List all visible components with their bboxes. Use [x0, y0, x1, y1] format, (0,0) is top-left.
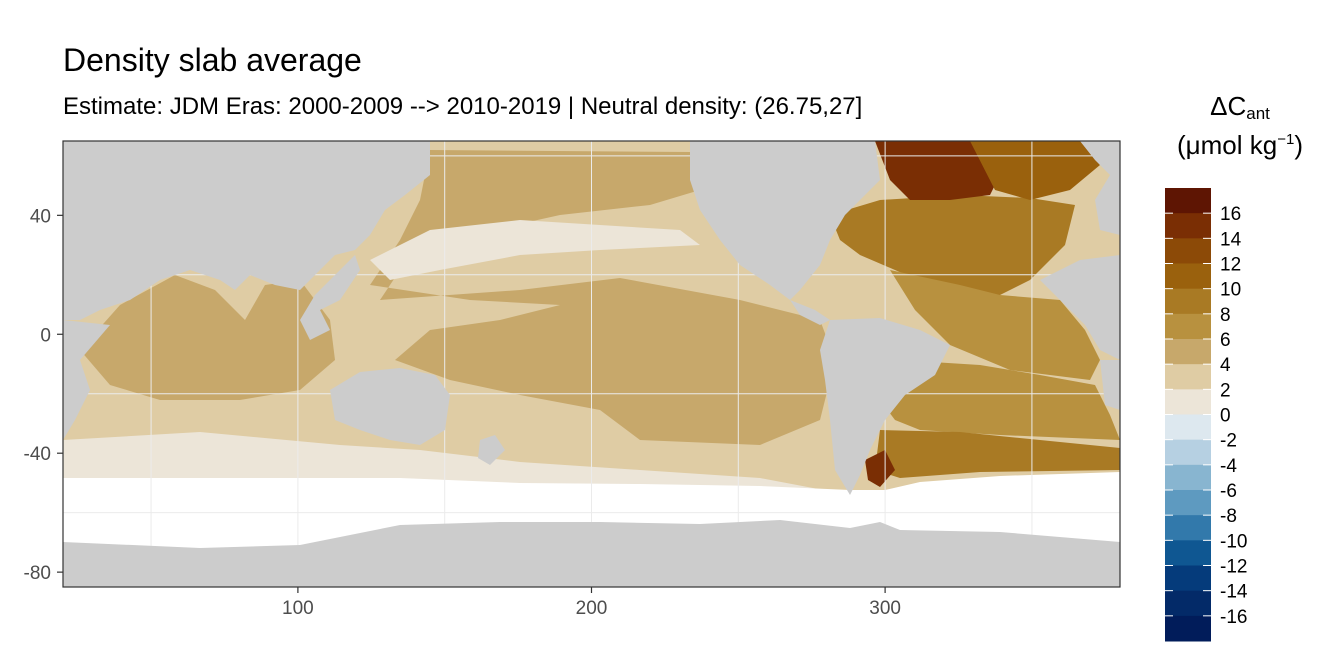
legend-swatch: [1165, 590, 1211, 617]
legend-unit: (μmol kg−1): [1177, 129, 1303, 160]
legend-label: 12: [1220, 255, 1241, 276]
legend-label: 10: [1220, 280, 1241, 301]
legend-title: ΔCant (μmol kg−1): [1150, 88, 1330, 164]
legend-label: 6: [1220, 330, 1231, 351]
chart-subtitle: Estimate: JDM Eras: 2000-2009 --> 2010-2…: [63, 93, 863, 120]
legend-swatch: [1165, 339, 1211, 365]
y-tick-label: -80: [24, 563, 51, 584]
atlantic-south-zone: [880, 360, 1120, 440]
legend-label: -8: [1220, 506, 1237, 527]
legend-swatch: [1165, 263, 1211, 290]
y-tick-label: 40: [30, 206, 51, 227]
land-greenland-europe: [1080, 141, 1120, 235]
land-australia: [330, 368, 450, 445]
legend-label: 8: [1220, 305, 1231, 326]
legend-swatch: [1165, 464, 1211, 491]
legend-swatch: [1165, 565, 1211, 592]
legend-label: 0: [1220, 406, 1231, 427]
land-antarctica: [63, 520, 1120, 587]
legend-swatch: [1165, 439, 1211, 466]
legend-swatch: [1165, 213, 1211, 239]
land-eurasia: [63, 141, 430, 320]
argentine-basin-high: [865, 450, 895, 487]
legend-swatch: [1165, 515, 1211, 541]
x-tick-label: 300: [869, 598, 901, 619]
legend-label: -16: [1220, 607, 1247, 628]
legend-swatch: [1165, 389, 1211, 415]
y-tick-label: 0: [40, 325, 51, 346]
atlantic-deep-south-zone: [875, 430, 1120, 478]
legend-swatch: [1165, 313, 1211, 340]
legend-label: 16: [1220, 204, 1241, 225]
legend-label: -14: [1220, 582, 1248, 603]
legend-swatch: [1165, 364, 1211, 390]
atlantic-north-zone: [830, 195, 1075, 300]
legend-swatch: [1165, 540, 1211, 566]
legend-label: -10: [1220, 531, 1247, 552]
legend-swatch: [1165, 615, 1211, 642]
land-north-america: [690, 141, 880, 300]
land-new-zealand: [478, 435, 505, 465]
indian-ocean-zone: [80, 275, 335, 400]
map-panel: [63, 141, 1120, 587]
legend-swatch: [1165, 288, 1211, 315]
legend-swatch: [1165, 238, 1211, 264]
north-pacific-light-band: [370, 220, 700, 280]
x-tick-label: 100: [282, 598, 314, 619]
land-south-africa: [1100, 360, 1120, 410]
legend-variable: ΔCant: [1210, 91, 1270, 123]
legend-label: -6: [1220, 481, 1237, 502]
legend: 16 14 12 10 8 6 4 2 0 -2 -4 -6 -8 -10 -12 -14 -16: [1165, 188, 1248, 642]
legend-label: 4: [1220, 355, 1231, 376]
legend-label: 14: [1220, 229, 1242, 250]
y-tick-label: -40: [24, 444, 51, 465]
land-west-africa: [1040, 255, 1120, 360]
land-central-america: [790, 300, 830, 325]
x-tick-label: 200: [576, 598, 608, 619]
atlantic-tropical-zone: [890, 270, 1100, 380]
land-asia-east-coast: [300, 255, 360, 340]
land-south-america: [820, 318, 950, 495]
legend-label: -4: [1220, 456, 1237, 477]
land-africa: [63, 320, 110, 440]
legend-swatch: [1165, 414, 1211, 441]
legend-label: 2: [1220, 380, 1231, 401]
land: [63, 141, 1120, 587]
legend-swatch: [1165, 188, 1211, 214]
legend-label: -2: [1220, 431, 1237, 452]
legend-swatch: [1165, 490, 1211, 516]
legend-label: -12: [1220, 557, 1247, 578]
chart-title: Density slab average: [63, 42, 362, 78]
